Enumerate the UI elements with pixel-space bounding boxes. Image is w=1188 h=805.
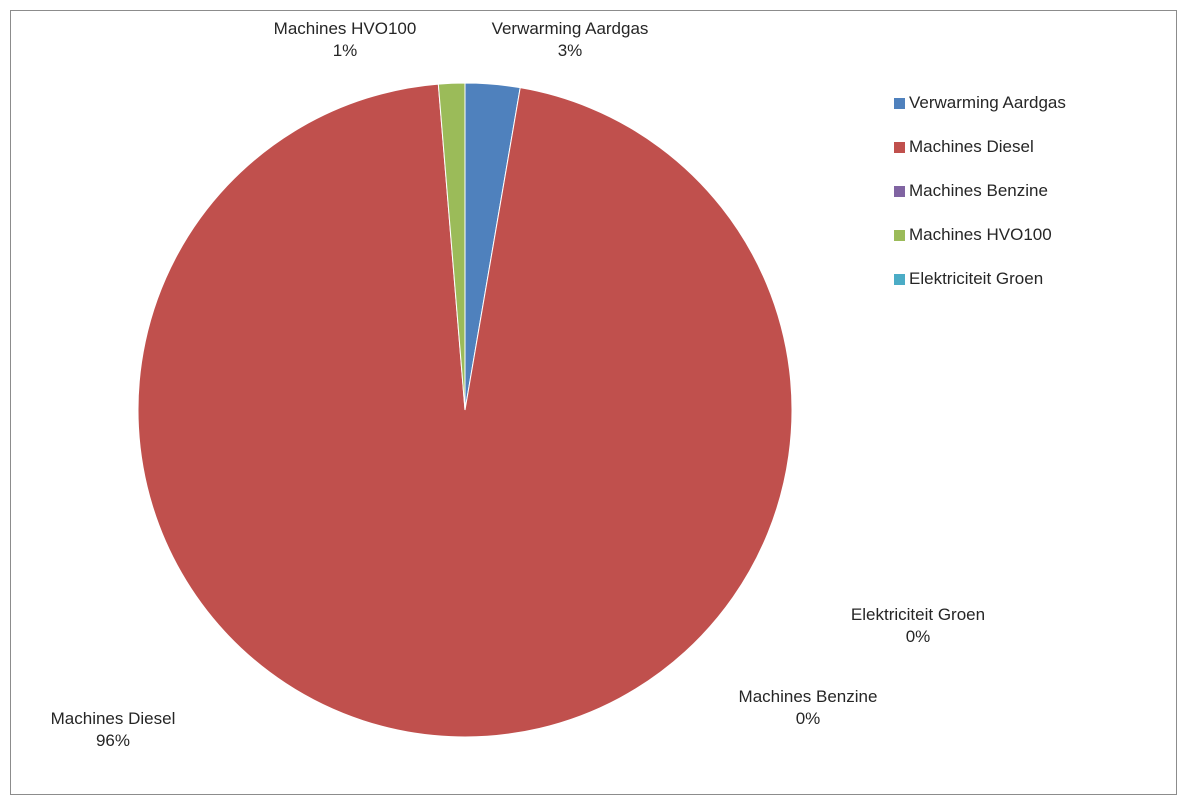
data-label-elektriciteit-groen: Elektriciteit Groen 0% (850, 605, 986, 646)
data-label-machines-hvo100: Machines HVO100 1% (273, 19, 417, 60)
legend-label: Verwarming Aardgas (909, 93, 1066, 112)
legend: Verwarming Aardgas Machines Diesel Machi… (894, 92, 1066, 312)
legend-item-machines-diesel: Machines Diesel (894, 136, 1066, 158)
pie-slice-machines-hvo100 (437, 82, 466, 411)
legend-item-verwarming-aardgas: Verwarming Aardgas (894, 92, 1066, 114)
legend-swatch (894, 185, 905, 197)
legend-item-machines-hvo100: Machines HVO100 (894, 224, 1066, 246)
data-label-verwarming-aardgas: Verwarming Aardgas 3% (491, 19, 649, 60)
legend-label: Machines Diesel (909, 137, 1034, 156)
data-label-machines-benzine: Machines Benzine 0% (738, 687, 878, 728)
legend-swatch (894, 273, 905, 285)
data-label-machines-diesel: Machines Diesel 96% (50, 709, 176, 750)
legend-swatch (894, 229, 905, 241)
legend-label: Machines HVO100 (909, 225, 1052, 244)
legend-swatch (894, 141, 905, 153)
pie-slice-machines-diesel (137, 83, 793, 738)
legend-item-elektriciteit-groen: Elektriciteit Groen (894, 268, 1066, 290)
legend-item-machines-benzine: Machines Benzine (894, 180, 1066, 202)
legend-swatch (894, 97, 905, 109)
legend-label: Machines Benzine (909, 181, 1048, 200)
legend-label: Elektriciteit Groen (909, 269, 1044, 288)
